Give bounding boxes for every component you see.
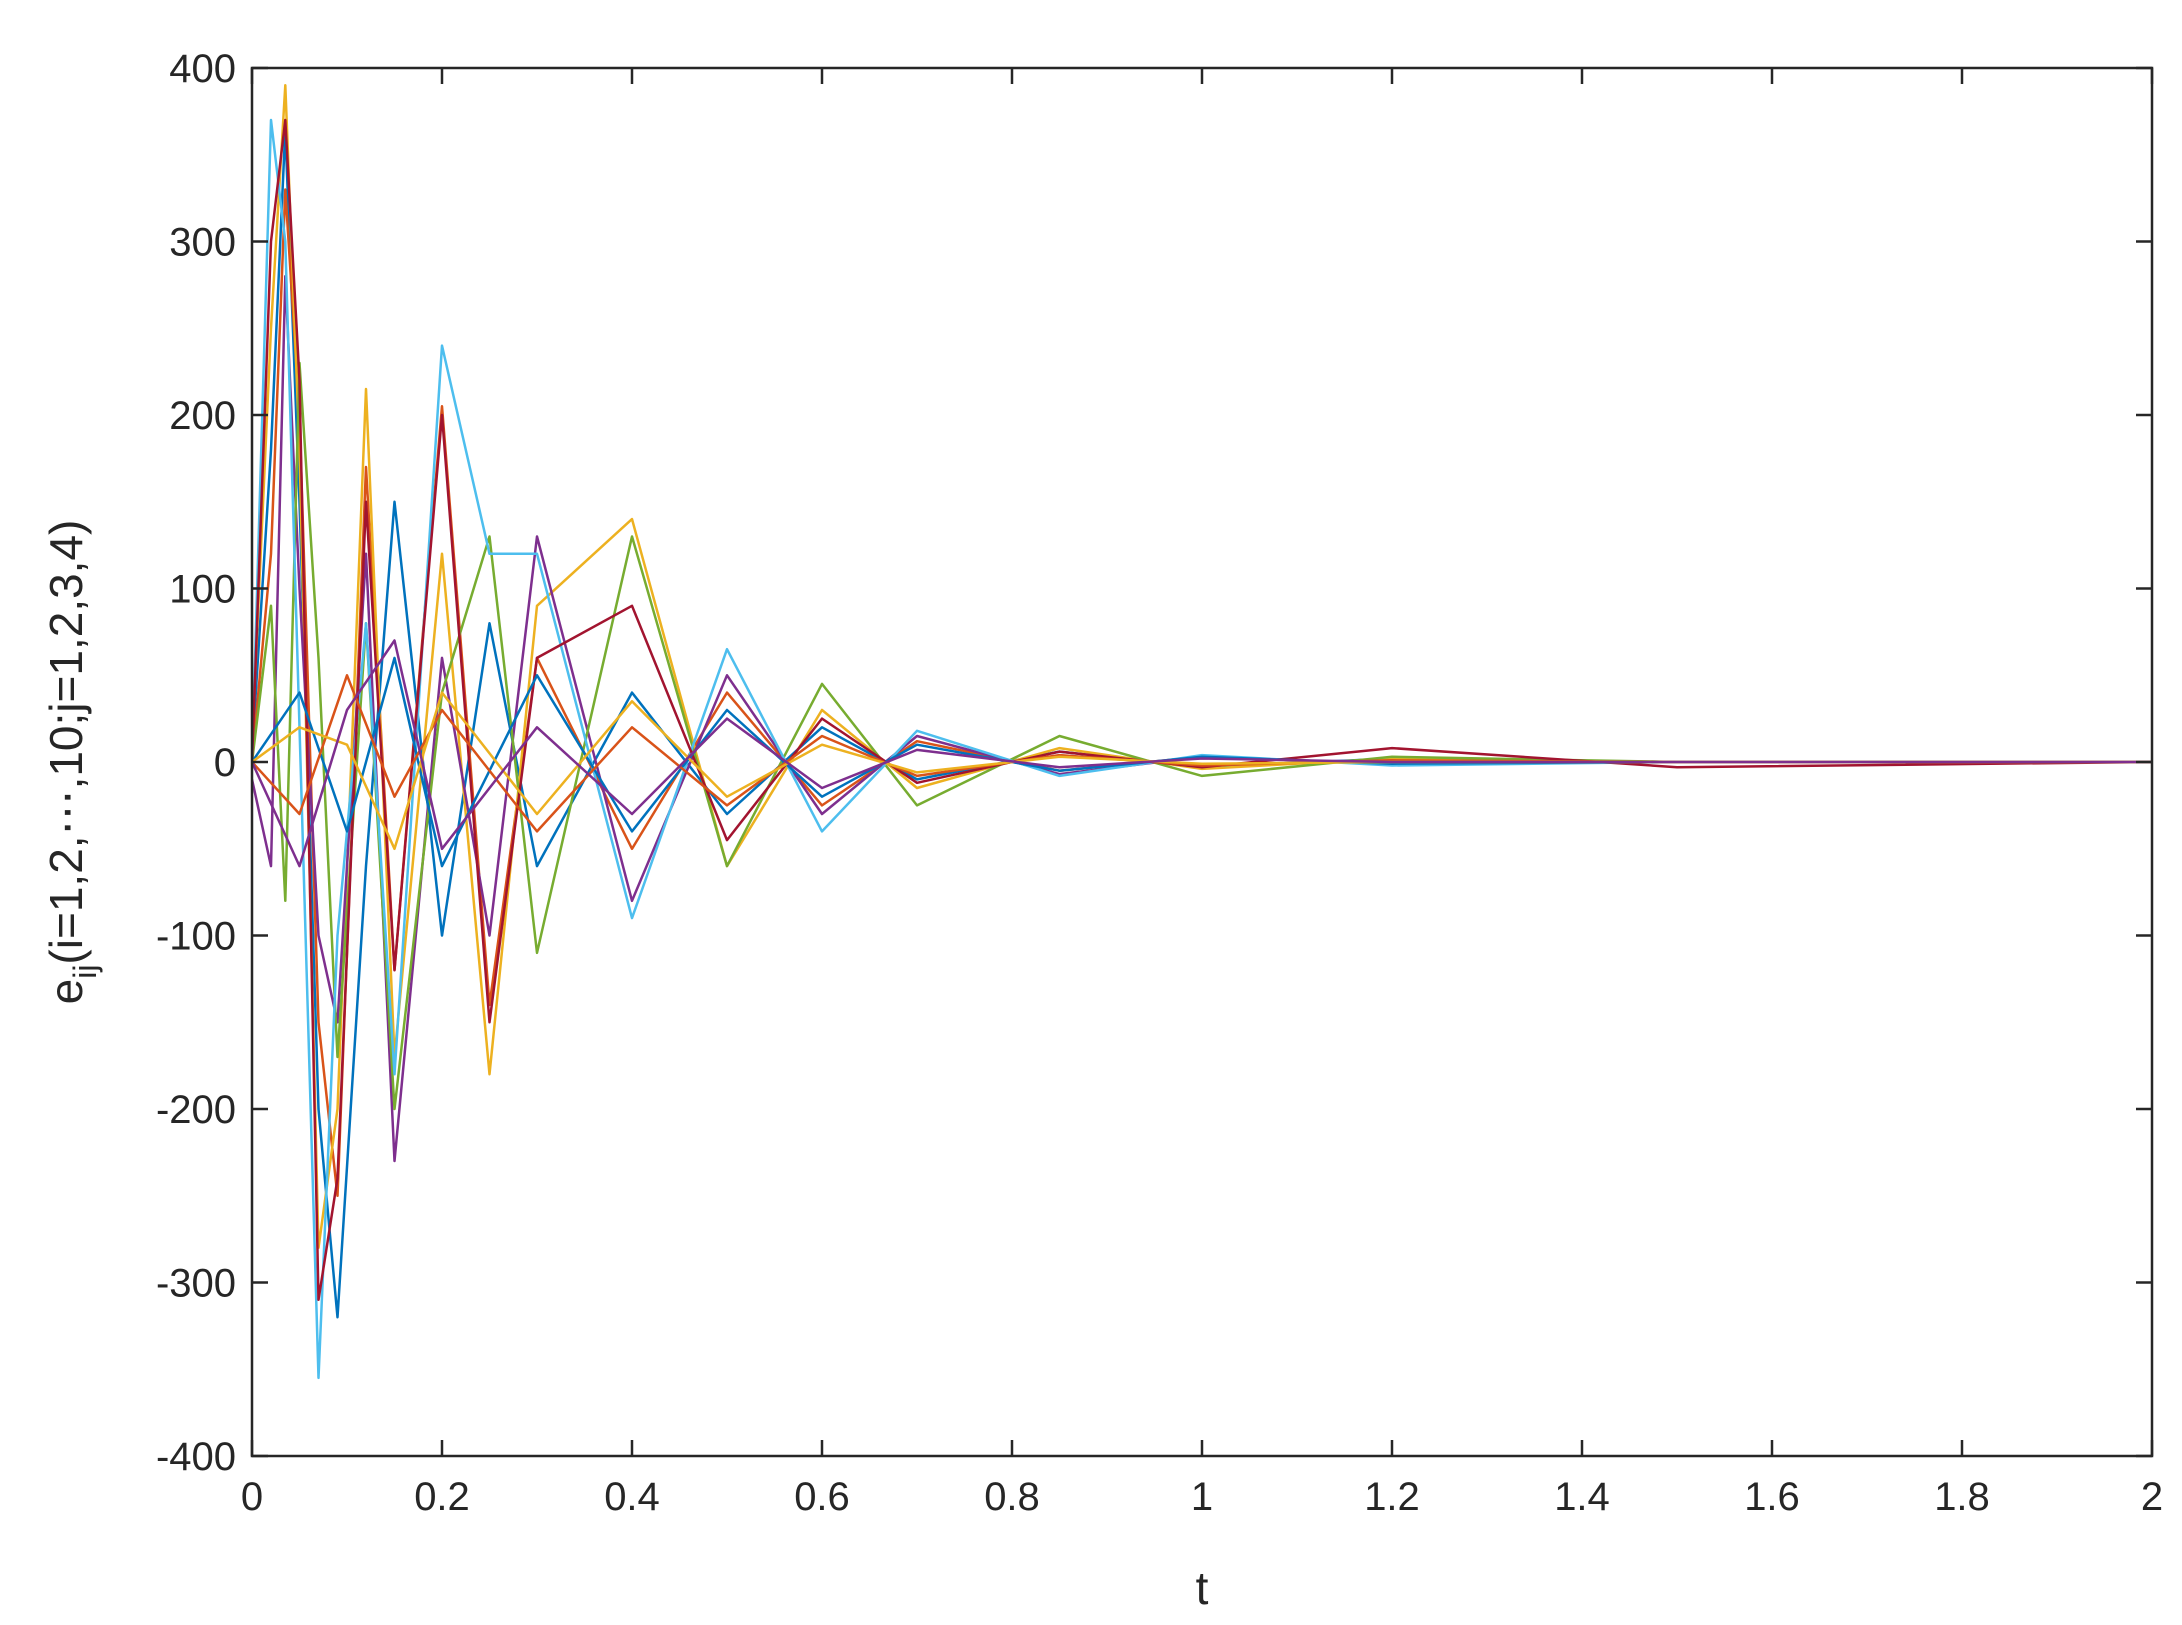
y-tick-label: 100 bbox=[169, 568, 236, 612]
x-tick-label: 1.2 bbox=[1364, 1475, 1420, 1519]
x-tick-label: 0.4 bbox=[604, 1475, 660, 1519]
series-line bbox=[252, 639, 2152, 868]
x-tick-label: 0.6 bbox=[794, 1475, 850, 1519]
x-tick-label: 1.4 bbox=[1554, 1475, 1610, 1519]
y-tick-label: 400 bbox=[169, 47, 236, 91]
y-tick-label: -300 bbox=[156, 1262, 236, 1306]
x-tick-label: 0 bbox=[241, 1475, 263, 1519]
y-axis-label-base: e bbox=[40, 979, 92, 1005]
y-tick-label: -400 bbox=[156, 1435, 236, 1479]
x-tick-label: 1.8 bbox=[1934, 1475, 1990, 1519]
y-axis-label-rest: (i=1,2,⋯,10;j=1,2,3,4) bbox=[40, 520, 92, 965]
plot-area bbox=[252, 84, 2152, 1380]
y-axis-ticks: -400 -300 -200 -100 0 100 200 300 400 bbox=[156, 47, 2152, 1479]
series-layer bbox=[252, 84, 2152, 1380]
y-tick-label: -200 bbox=[156, 1088, 236, 1132]
x-axis-label: t bbox=[1196, 1562, 1209, 1614]
x-tick-label: 1.6 bbox=[1744, 1475, 1800, 1519]
y-axis-label: eij(i=1,2,⋯,10;j=1,2,3,4) bbox=[40, 520, 103, 1005]
x-tick-label: 1 bbox=[1191, 1475, 1213, 1519]
x-axis-ticks: 0 0.2 0.4 0.6 0.8 1 1.2 1.4 1.6 1.8 2 bbox=[241, 68, 2163, 1519]
y-tick-label: -100 bbox=[156, 915, 236, 959]
series-line bbox=[252, 691, 2152, 851]
x-tick-label: 2 bbox=[2141, 1475, 2163, 1519]
y-tick-label: 0 bbox=[214, 741, 236, 785]
x-tick-label: 0.2 bbox=[414, 1475, 470, 1519]
series-line bbox=[252, 361, 2152, 1111]
y-axis-label-subscript: ij bbox=[67, 965, 103, 979]
y-tick-label: 200 bbox=[169, 394, 236, 438]
y-tick-label: 300 bbox=[169, 221, 236, 265]
x-tick-label: 0.8 bbox=[984, 1475, 1040, 1519]
